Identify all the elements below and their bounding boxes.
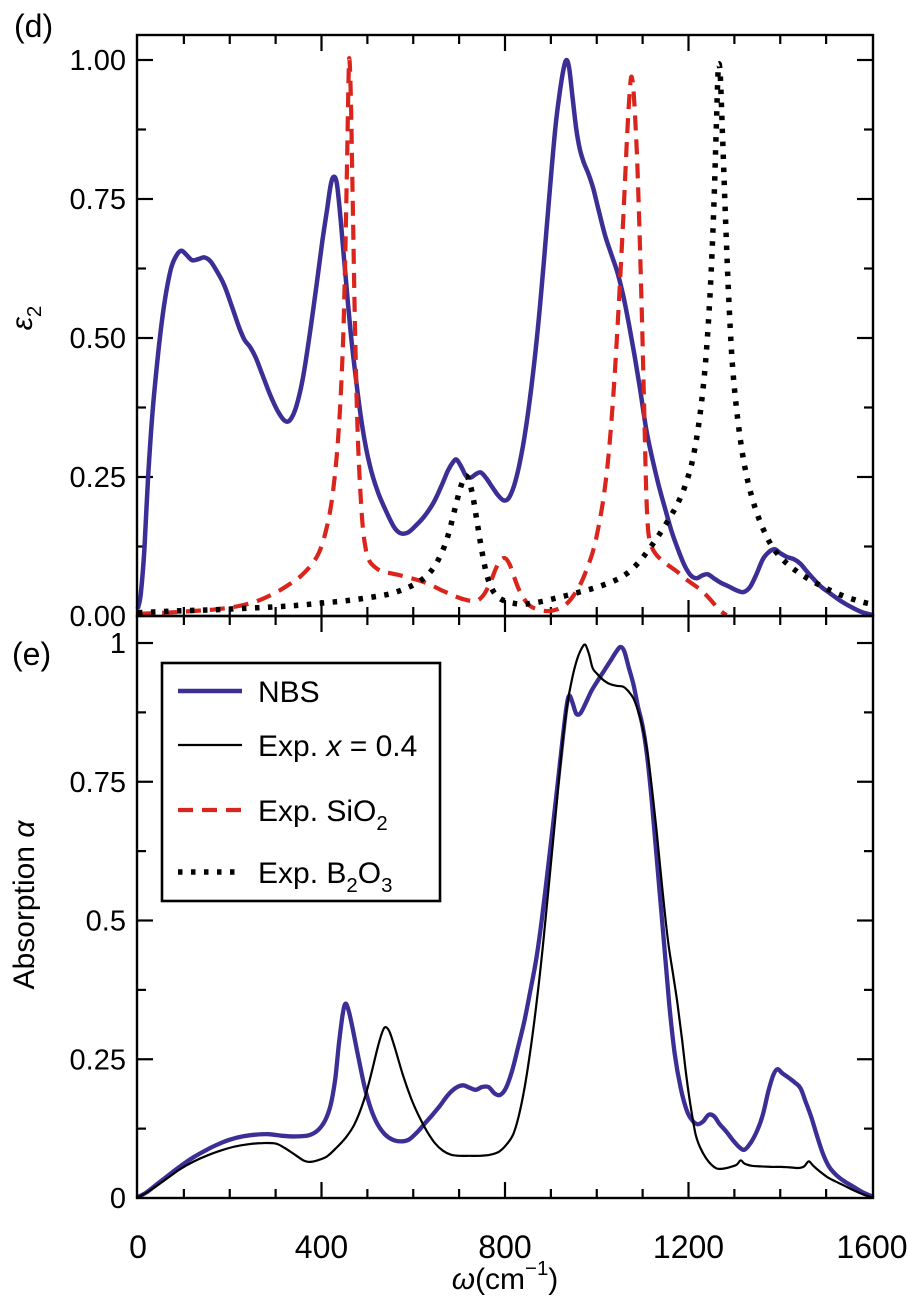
- xtick-label: 400: [295, 1229, 348, 1265]
- ytick-label: 0: [110, 1183, 126, 1215]
- legend-box: [160, 661, 442, 903]
- panel-d-label: (d): [14, 8, 53, 44]
- panel-d-ytick-labels: 0.00 0.25 0.50 0.75 1.00: [70, 45, 126, 633]
- curve-exp-b2o3: [137, 61, 873, 616]
- ytick-label: 0.50: [70, 323, 126, 355]
- legend-label-exp-x-0-4: Exp. x = 0.4: [258, 730, 417, 763]
- panel-e-label: (e): [12, 636, 51, 672]
- panel-e-y-axis-title: Absorption α: [8, 820, 41, 990]
- panel-d-curves: [135, 56, 875, 618]
- legend: NBS Exp. x = 0.4 Exp. SiO2 Exp. B2O3: [160, 661, 442, 903]
- panel-e-frame: [135, 614, 875, 1200]
- legend-label-nbs: NBS: [258, 676, 320, 709]
- xtick-label: 1600: [836, 1229, 907, 1265]
- legend-label-exp-sio2: Exp. SiO2: [258, 795, 388, 835]
- ytick-label: 1: [110, 628, 126, 660]
- curve-nbs: [135, 57, 875, 618]
- ytick-label: 0.25: [70, 1044, 126, 1076]
- curve-exp-sio2: [137, 56, 728, 617]
- curve-exp-x-0-4: [136, 643, 874, 1199]
- ytick-label: 0.75: [70, 767, 126, 799]
- ytick-label: 0.00: [70, 601, 126, 633]
- panel-d-y-axis-title: ε2: [6, 306, 46, 331]
- xtick-label: 800: [478, 1229, 531, 1265]
- panel-e-curves: [135, 643, 875, 1200]
- ytick-label: 0.5: [86, 906, 126, 938]
- ytick-label: 0.75: [70, 184, 126, 216]
- ytick-label: 1.00: [70, 45, 126, 77]
- ytick-label: 0.25: [70, 462, 126, 494]
- x-axis-title: ω(cm−1): [452, 1258, 559, 1296]
- legend-label-exp-b2o3: Exp. B2O3: [258, 857, 392, 897]
- xtick-label: 1200: [653, 1229, 724, 1265]
- xtick-label: 0: [129, 1229, 147, 1265]
- panel-e-ytick-labels: 0 0.25 0.5 0.75 1: [70, 628, 126, 1215]
- xtick-labels: 0 400 800 1200 1600: [129, 1229, 907, 1265]
